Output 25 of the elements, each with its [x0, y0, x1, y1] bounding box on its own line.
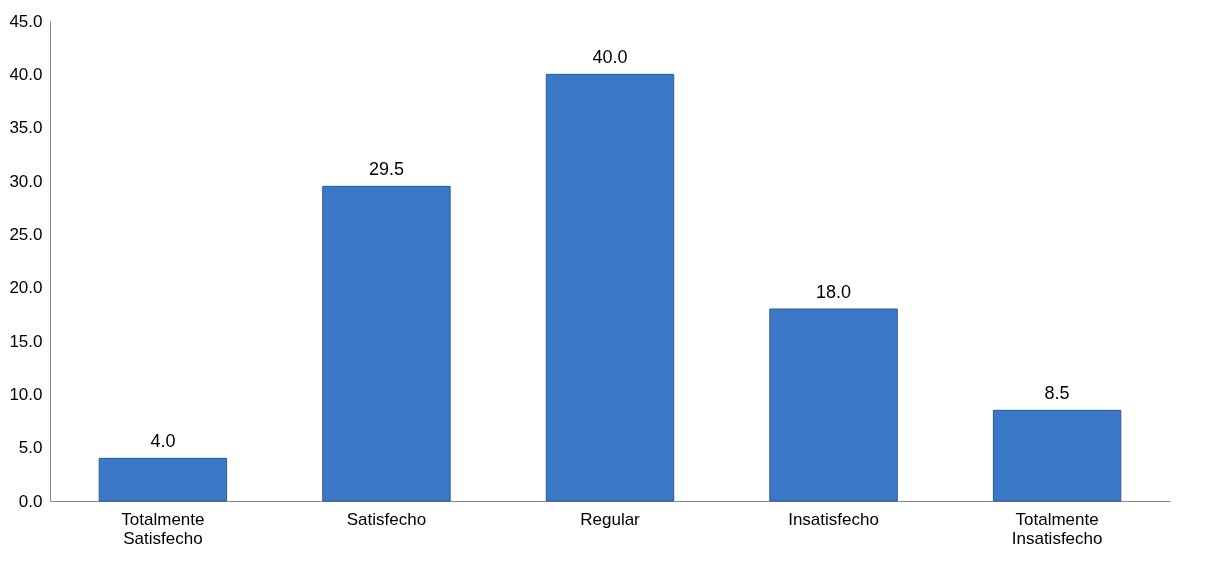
x-tick-label: Totalmente Insatisfecho — [1011, 509, 1103, 548]
y-tick-label: 40.0 — [9, 64, 43, 84]
x-tick-label: Regular — [580, 509, 641, 529]
bar — [769, 308, 898, 502]
y-tick-label: 45.0 — [9, 11, 43, 31]
data-label: 4.0 — [150, 431, 176, 452]
data-label: 8.5 — [1044, 383, 1070, 404]
data-label: 40.0 — [592, 47, 628, 68]
bar — [992, 409, 1122, 502]
y-tick-label: 25.0 — [9, 224, 43, 244]
y-tick-label: 30.0 — [9, 171, 43, 191]
data-label: 29.5 — [368, 159, 404, 180]
y-tick-label: 15.0 — [9, 331, 43, 351]
x-tick-label: Totalmente Satisfecho — [121, 509, 205, 548]
x-tick-label: Satisfecho — [346, 509, 427, 529]
bar — [98, 457, 228, 502]
y-tick-label: 20.0 — [9, 278, 43, 298]
x-tick-label: Insatisfecho — [788, 509, 879, 529]
y-tick-label: 5.0 — [18, 438, 43, 458]
y-tick-label: 35.0 — [9, 118, 43, 138]
bar — [545, 73, 675, 502]
data-label: 18.0 — [816, 282, 852, 302]
y-tick-label: 0.0 — [18, 491, 43, 511]
y-tick-label: 10.0 — [9, 384, 43, 404]
bar — [322, 185, 451, 502]
